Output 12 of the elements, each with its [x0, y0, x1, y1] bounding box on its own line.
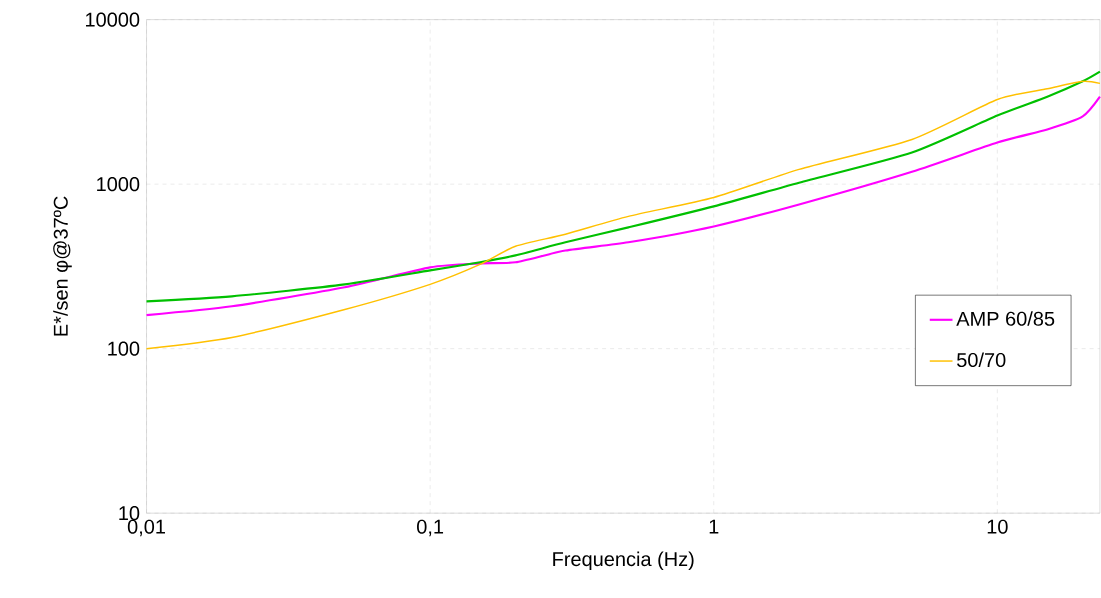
- legend-label: AMP 60/85: [956, 310, 1055, 326]
- y-axis-title: E*/sen φ@37ºC: [53, 196, 72, 336]
- y-tick-label: 10: [119, 505, 140, 521]
- y-tick-label: 100: [108, 341, 140, 356]
- y-tick-label: 10000: [86, 12, 140, 27]
- legend-label: 50/70: [957, 352, 1006, 367]
- x-tick-label: 1: [709, 519, 719, 534]
- x-tick-label: 0,1: [417, 519, 444, 536]
- x-tick-label: 0,01: [127, 519, 165, 536]
- x-axis-title: Frequencia (Hz): [553, 551, 694, 570]
- y-tick-label: 1000: [97, 176, 140, 192]
- x-tick-label: 10: [987, 519, 1008, 534]
